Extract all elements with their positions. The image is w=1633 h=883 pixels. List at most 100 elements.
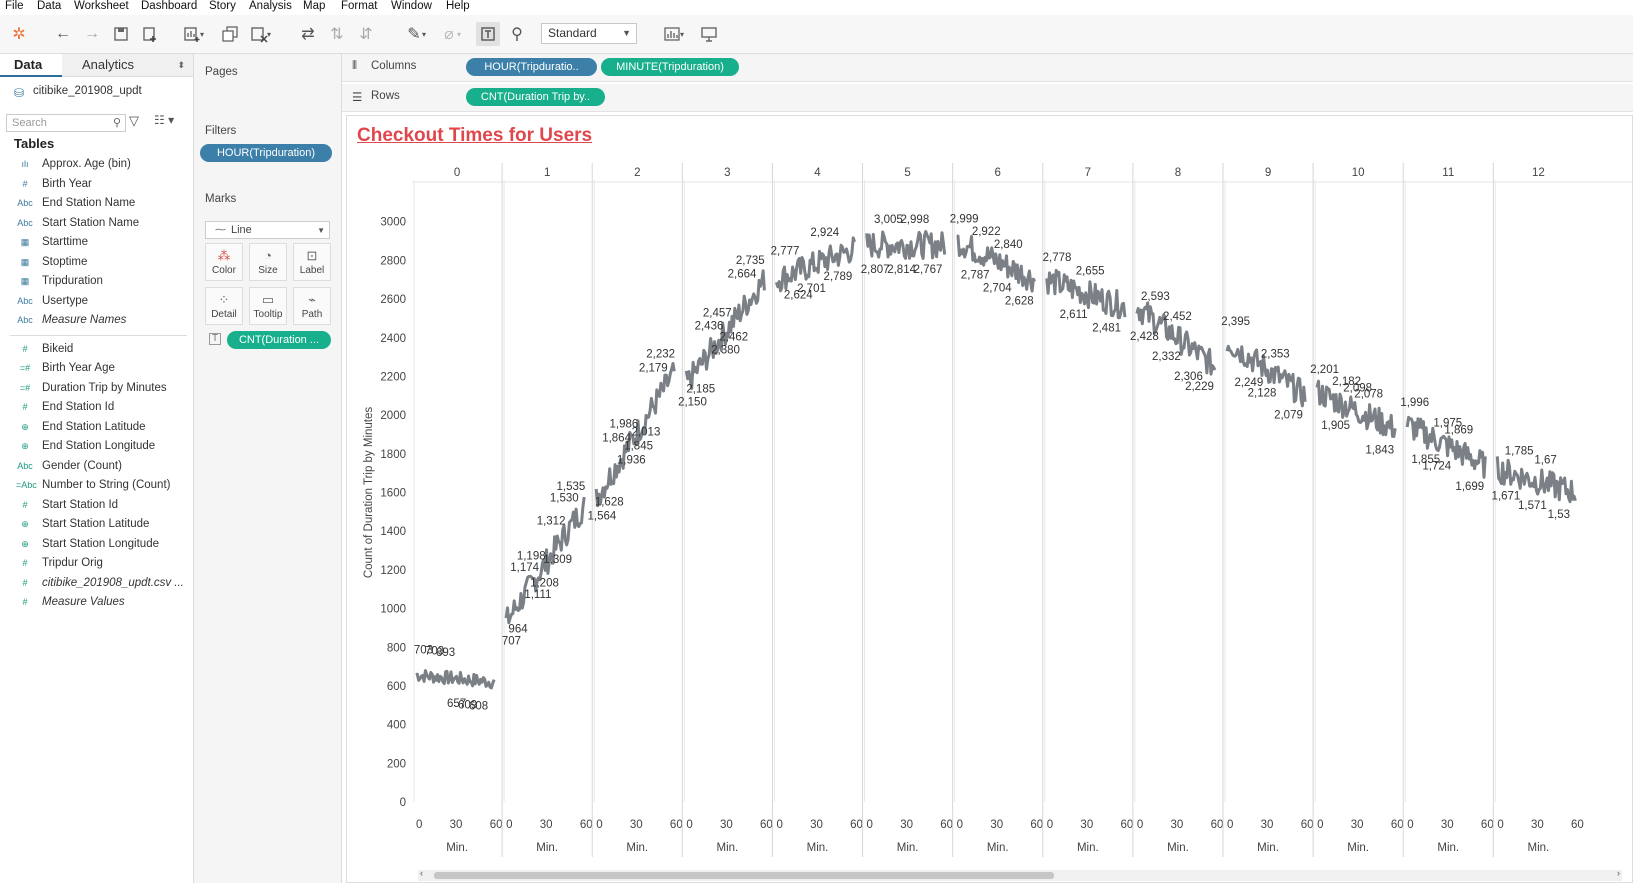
chevron-down-icon[interactable]: ▾ [266, 29, 271, 39]
field-type-icon: Abc [17, 295, 33, 306]
redo-icon[interactable]: → [84, 25, 100, 42]
menu-item-worksheet[interactable]: Worksheet [74, 0, 129, 12]
label-button[interactable]: ⊡ Label [293, 243, 331, 281]
field-start-station-latitude[interactable]: ⊕ Start Station Latitude [0, 515, 193, 535]
menu-item-map[interactable]: Map [303, 0, 326, 12]
datasource-item[interactable]: ⛁ citibike_201908_updt [14, 82, 142, 100]
save-icon[interactable] [109, 22, 133, 46]
globe-icon: ⊕ [21, 441, 29, 451]
label-button-label: Label [299, 265, 325, 276]
field-tripduration[interactable]: ▦ Tripduration [0, 272, 193, 292]
field-end-station-id[interactable]: # End Station Id [0, 398, 193, 418]
field-duration-trip-by-minutes[interactable]: =# Duration Trip by Minutes [0, 379, 193, 399]
field-approx-age-bin[interactable]: ılı Approx. Age (bin) [0, 155, 193, 175]
field-bikeid[interactable]: # Bikeid [0, 340, 193, 360]
field-type-icon: Abc [17, 460, 33, 471]
field-tripdur-orig[interactable]: # Tripdur Orig [0, 554, 193, 574]
columns-pill-hour[interactable]: HOUR(Tripduratio.. [466, 58, 597, 76]
line-mark-icon: ⁓ [215, 224, 226, 236]
filter-icon[interactable]: ▽ [129, 113, 139, 128]
mark-label-pill[interactable]: CNT(Duration ... [227, 331, 331, 349]
chevron-down-icon[interactable]: ▾ [456, 29, 461, 39]
horizontal-scrollbar[interactable]: ‹ › [418, 868, 1622, 881]
presentation-mode-icon[interactable] [697, 22, 721, 46]
highlight-icon[interactable]: ✎ [407, 26, 421, 43]
tableau-logo-icon[interactable]: ✲ [12, 26, 26, 43]
color-button[interactable]: ⁂ Color [205, 243, 243, 281]
menu-item-analysis[interactable]: Analysis [249, 0, 292, 12]
calendar-icon: ▦ [20, 256, 30, 267]
field-list: ılı Approx. Age (bin) # Birth Year Abc End St… [0, 155, 193, 613]
size-button[interactable]: ◔ Size [249, 243, 287, 281]
chevron-down-icon[interactable]: ▾ [679, 29, 684, 39]
sort-icon[interactable]: ⬍ [177, 60, 185, 70]
menu-item-help[interactable]: Help [446, 0, 470, 12]
field-end-station-name[interactable]: Abc End Station Name [0, 194, 193, 214]
field-start-station-name[interactable]: Abc Start Station Name [0, 214, 193, 234]
columns-pill-minute[interactable]: MINUTE(Tripduration) [601, 58, 739, 76]
new-worksheet-icon[interactable] [180, 22, 204, 46]
menu-item-file[interactable]: File [5, 0, 24, 12]
pages-card[interactable]: Pages [199, 60, 336, 108]
field-birth-year[interactable]: # Birth Year [0, 175, 193, 195]
field-measure-names[interactable]: Abc Measure Names [0, 311, 193, 331]
undo-icon[interactable]: ← [55, 25, 71, 42]
show-mark-labels-icon[interactable] [476, 22, 500, 46]
columns-shelf[interactable]: ⦀ Columns HOUR(Tripduratio.. MINUTE(Trip… [342, 54, 1633, 82]
field-type-icon: # [22, 343, 28, 354]
scrollbar-thumb[interactable] [434, 872, 1054, 879]
duplicate-sheet-icon[interactable] [218, 22, 242, 46]
show-me-icon[interactable] [660, 22, 684, 46]
field-citibike-201908-updt-csv[interactable]: # citibike_201908_updt.csv ... [0, 574, 193, 594]
mark-type-select[interactable]: ⁓ Line ▼ [205, 221, 330, 239]
fit-select[interactable]: Standard ▼ [541, 23, 637, 44]
field-gender-count[interactable]: Abc Gender (Count) [0, 457, 193, 477]
field-type-icon: =# [19, 382, 31, 393]
menu-item-window[interactable]: Window [391, 0, 432, 12]
rows-shelf[interactable]: ☰ Rows CNT(Duration Trip by.. [342, 84, 1633, 112]
scroll-right-icon[interactable]: › [1617, 868, 1620, 878]
menu-item-data[interactable]: Data [37, 0, 62, 12]
sort-descending-icon[interactable]: ⇵ [359, 26, 373, 43]
field-end-station-longitude[interactable]: ⊕ End Station Longitude [0, 437, 193, 457]
field-type-icon: Abc [17, 198, 33, 208]
field-usertype[interactable]: Abc Usertype [0, 292, 193, 312]
tab-data[interactable]: Data [0, 54, 62, 77]
scroll-left-icon[interactable]: ‹ [420, 868, 423, 878]
sort-ascending-icon[interactable]: ⇅ [330, 26, 344, 43]
field-end-station-latitude[interactable]: ⊕ End Station Latitude [0, 418, 193, 438]
path-button[interactable]: ⌁ Path [293, 287, 331, 325]
field-name: Start Station Name [42, 216, 140, 229]
menu-item-story[interactable]: Story [209, 0, 236, 12]
field-birth-year-age[interactable]: =# Birth Year Age [0, 359, 193, 379]
view-options-icon[interactable]: ☷ ▾ [154, 113, 175, 127]
detail-button[interactable]: ⁘ Detail [205, 287, 243, 325]
field-measure-values[interactable]: # Measure Values [0, 593, 193, 613]
menu-item-format[interactable]: Format [341, 0, 378, 12]
field-stoptime[interactable]: ▦ Stoptime [0, 253, 193, 273]
group-members-icon[interactable]: ⌀ [444, 26, 454, 43]
new-datasource-icon[interactable] [138, 22, 162, 46]
detail-button-label: Detail [211, 309, 237, 320]
field-name: Number to String (Count) [42, 479, 171, 491]
field-starttime[interactable]: ▦ Starttime [0, 233, 193, 253]
clear-sheet-icon[interactable] [247, 22, 271, 46]
tab-analytics[interactable]: Analytics ⬍ [62, 54, 193, 77]
menu-bar: File Data Worksheet Dashboard Story Analysis M… [0, 0, 1633, 14]
pin-axes-icon[interactable]: ⚲ [511, 26, 523, 43]
tooltip-button[interactable]: ▭ Tooltip [249, 287, 287, 325]
filter-pill[interactable]: HOUR(Tripduration) [200, 144, 332, 162]
search-input[interactable]: Search ⚲ [6, 114, 126, 132]
menu-item-dashboard[interactable]: Dashboard [141, 0, 198, 12]
filters-card[interactable]: Filters HOUR(Tripduration) [199, 119, 336, 176]
size-icon: ◔ [264, 248, 272, 263]
swap-rows-columns-icon[interactable]: ⇄ [301, 26, 315, 43]
field-number-to-string-count[interactable]: =Abc Number to String (Count) [0, 476, 193, 496]
rows-pill[interactable]: CNT(Duration Trip by.. [466, 88, 605, 106]
field-name: End Station Name [42, 197, 136, 209]
chevron-down-icon: ▼ [622, 28, 631, 38]
chevron-down-icon[interactable]: ▾ [199, 29, 204, 39]
chevron-down-icon[interactable]: ▾ [421, 29, 426, 39]
field-start-station-id[interactable]: # Start Station Id [0, 496, 193, 516]
field-start-station-longitude[interactable]: ⊕ Start Station Longitude [0, 535, 193, 555]
